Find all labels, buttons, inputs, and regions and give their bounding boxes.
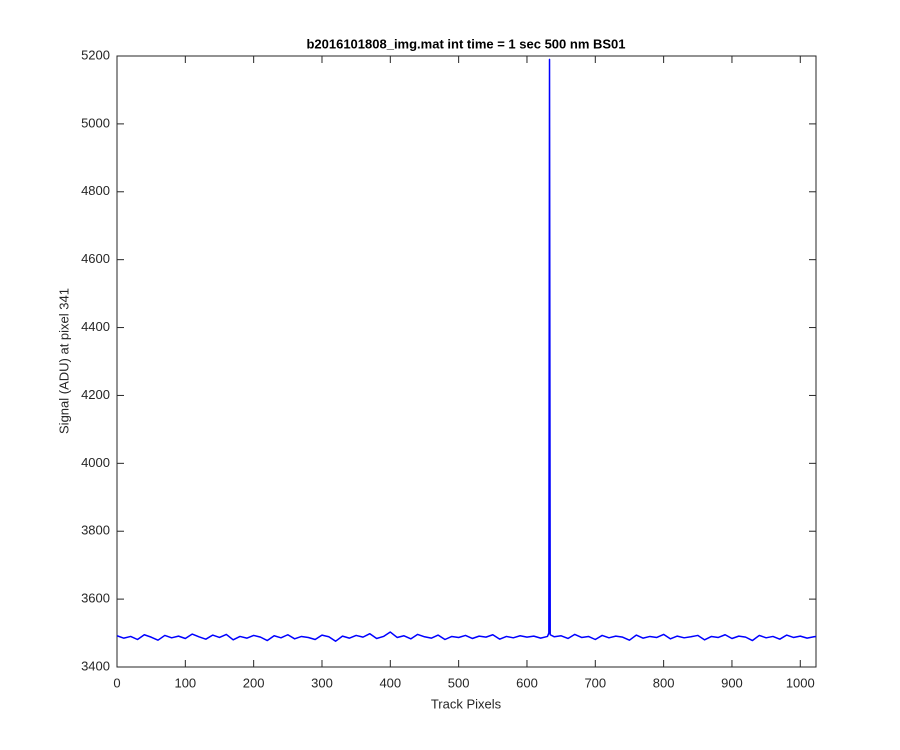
x-tick-label: 400 xyxy=(379,675,401,690)
x-tick-label: 800 xyxy=(653,675,675,690)
y-tick-label: 4200 xyxy=(81,387,110,402)
y-tick-label: 5000 xyxy=(81,115,110,130)
x-tick-label: 200 xyxy=(243,675,265,690)
x-tick-label: 300 xyxy=(311,675,333,690)
x-tick-label: 100 xyxy=(174,675,196,690)
x-axis-label: Track Pixels xyxy=(431,696,502,711)
y-tick-label: 3400 xyxy=(81,658,110,673)
x-tick-label: 0 xyxy=(113,675,120,690)
x-tick-label: 600 xyxy=(516,675,538,690)
y-axis-label: Signal (ADU) at pixel 341 xyxy=(56,288,71,434)
y-tick-label: 3600 xyxy=(81,591,110,606)
x-tick-label: 700 xyxy=(584,675,606,690)
y-tick-label: 5200 xyxy=(81,47,110,62)
y-tick-label: 4800 xyxy=(81,183,110,198)
data-line xyxy=(116,58,817,642)
x-tick-label: 900 xyxy=(721,675,743,690)
plot-area xyxy=(116,55,817,668)
y-tick-label: 4600 xyxy=(81,251,110,266)
x-tick-label: 500 xyxy=(448,675,470,690)
x-tick-label: 1000 xyxy=(786,675,815,690)
y-tick-label: 3800 xyxy=(81,523,110,538)
chart-title: b2016101808_img.mat int time = 1 sec 500… xyxy=(306,36,625,51)
y-tick-label: 4400 xyxy=(81,319,110,334)
y-tick-label: 4000 xyxy=(81,455,110,470)
